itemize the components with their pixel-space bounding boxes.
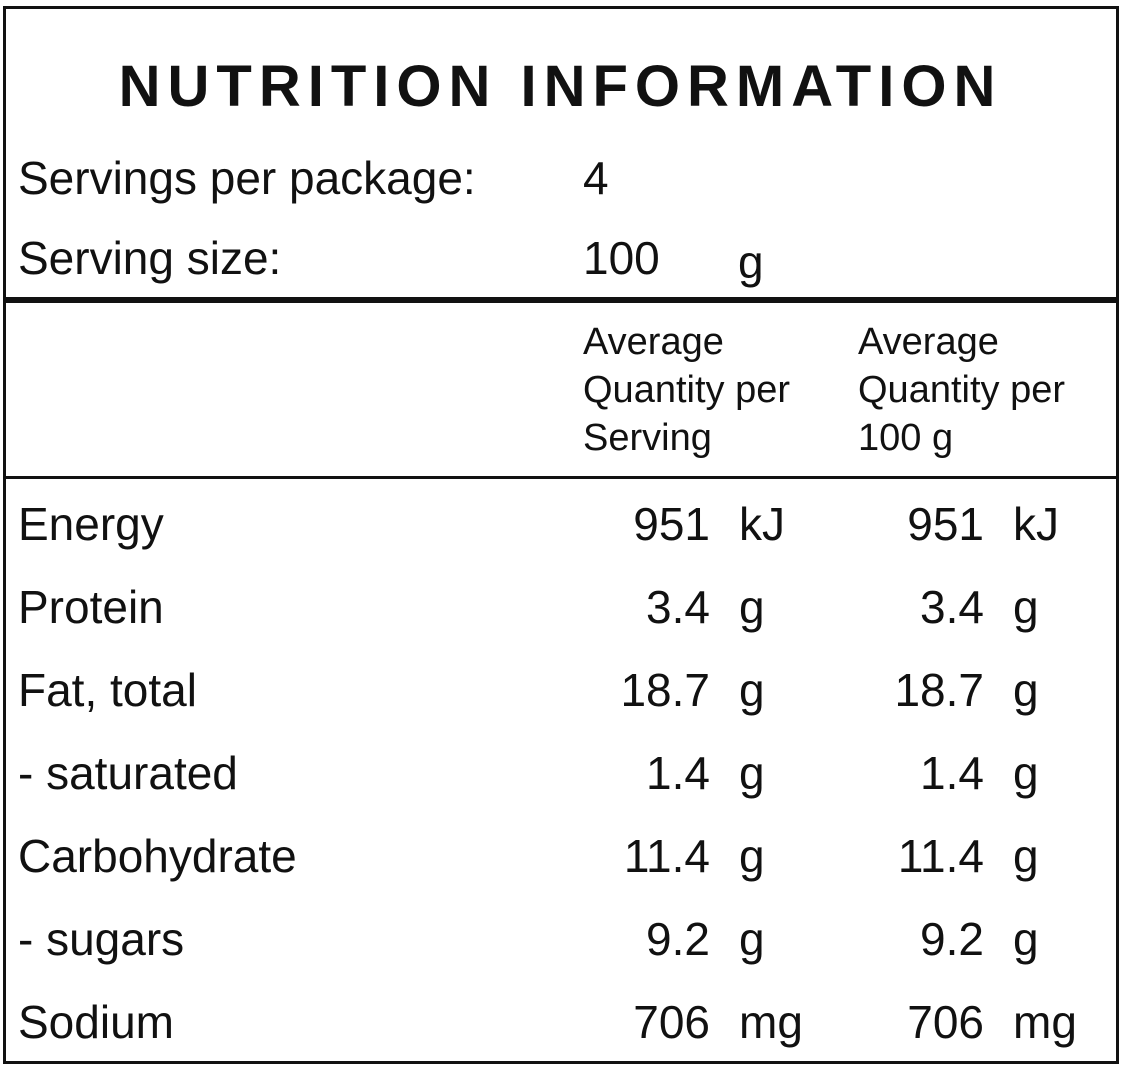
per-100g-value: 706 (907, 996, 984, 1048)
nutrient-name: Sodium (18, 996, 174, 1048)
serving-size-value: 100 (583, 232, 660, 284)
per-serving-unit: g (739, 664, 765, 716)
per-serving-unit: kJ (739, 498, 785, 550)
servings-per-package-label: Servings per package: (18, 152, 476, 204)
column-header-per-100g: Average Quantity per 100 g (858, 321, 1065, 459)
per-serving-value: 3.4 (646, 581, 710, 633)
column-header-per-serving: Average Quantity per Serving (583, 321, 790, 459)
per-100g-unit: g (1013, 830, 1039, 882)
per-serving-value: 951 (633, 498, 710, 550)
per-serving-unit: mg (739, 996, 803, 1048)
per-serving-value: 706 (633, 996, 710, 1048)
per-100g-unit: g (1013, 913, 1039, 965)
per-serving-unit: g (739, 830, 765, 882)
per-serving-unit: g (739, 747, 765, 799)
per-100g-value: 11.4 (897, 830, 984, 882)
per-100g-value: 18.7 (894, 664, 984, 716)
nutrient-name: - saturated (18, 747, 238, 799)
per-serving-value: 11.4 (623, 830, 710, 882)
per-100g-value: 951 (907, 498, 984, 550)
servings-per-package-value: 4 (583, 152, 609, 204)
serving-size-unit: g (738, 236, 764, 288)
per-100g-unit: kJ (1013, 498, 1059, 550)
per-100g-value: 1.4 (920, 747, 984, 799)
per-100g-unit: mg (1013, 996, 1077, 1048)
per-100g-unit: g (1013, 664, 1039, 716)
nutrient-name: Carbohydrate (18, 830, 297, 882)
header-divider (3, 297, 1119, 303)
per-100g-value: 9.2 (920, 913, 984, 965)
serving-size-label: Serving size: (18, 232, 282, 284)
per-100g-unit: g (1013, 581, 1039, 633)
nutrition-panel (3, 6, 1119, 1064)
per-serving-value: 1.4 (646, 747, 710, 799)
panel-title: NUTRITION INFORMATION (118, 54, 1003, 119)
per-100g-unit: g (1013, 747, 1039, 799)
per-serving-value: 18.7 (620, 664, 710, 716)
nutrient-name: Energy (18, 498, 164, 550)
nutrient-name: - sugars (18, 913, 185, 965)
per-serving-unit: g (739, 581, 765, 633)
nutrient-name: Fat, total (18, 664, 197, 716)
nutrient-name: Protein (18, 581, 164, 633)
column-header-divider (3, 476, 1119, 479)
per-serving-unit: g (739, 913, 765, 965)
per-100g-value: 3.4 (920, 581, 984, 633)
per-serving-value: 9.2 (646, 913, 710, 965)
